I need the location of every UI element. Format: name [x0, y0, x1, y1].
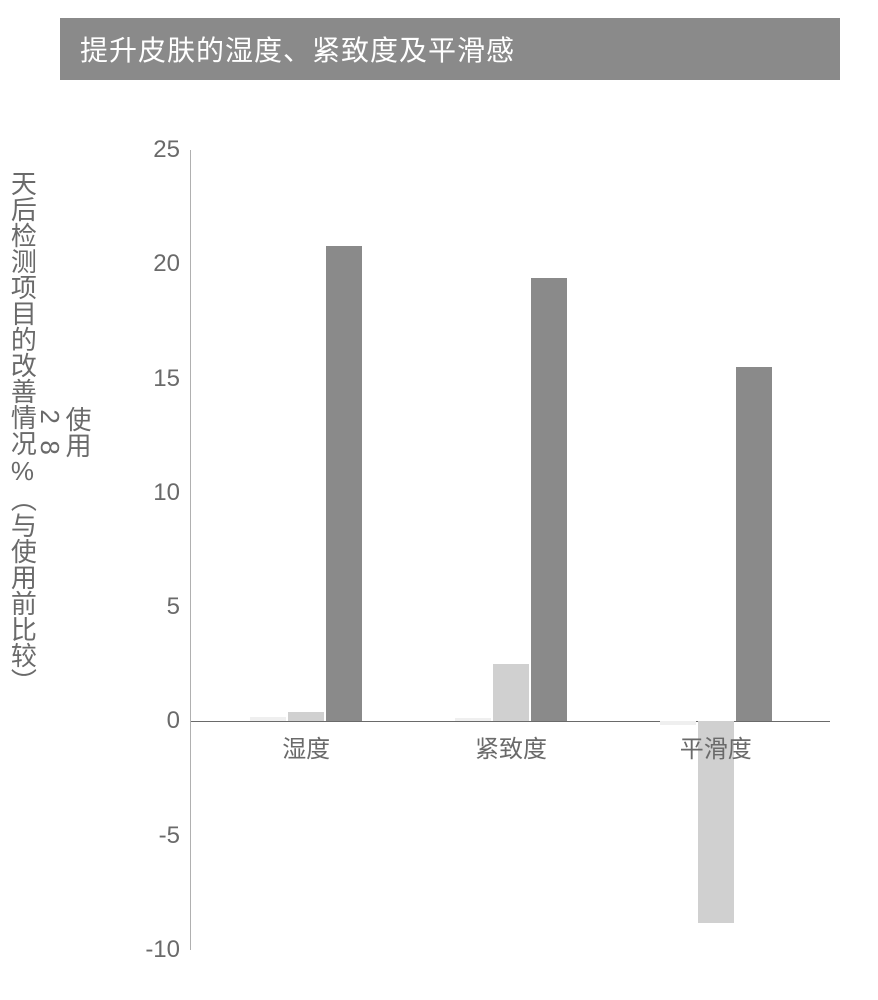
bar-series-a-0 — [250, 717, 286, 722]
bar-series-c-0 — [326, 246, 362, 721]
y-tick: 10 — [120, 479, 180, 507]
header-bar: 提升皮肤的湿度、紧致度及平滑感 — [60, 18, 840, 80]
y-tick: 20 — [120, 250, 180, 278]
y-tick: -5 — [120, 822, 180, 850]
bar-series-b-1 — [493, 664, 529, 721]
bar-series-a-2 — [660, 721, 696, 724]
y-axis-label: 使用28天后检测项目的改善情况%（与使用前比较） — [60, 170, 90, 694]
y-tick: 25 — [120, 136, 180, 164]
y-tick: 15 — [120, 365, 180, 393]
y-tick: 5 — [120, 593, 180, 621]
bar-series-c-2 — [736, 367, 772, 721]
bar-series-c-1 — [531, 278, 567, 721]
plot-area: 湿度 紧致度 平滑度 — [190, 150, 830, 950]
x-label-2: 平滑度 — [680, 729, 752, 764]
x-label-0: 湿度 — [282, 729, 330, 764]
header-title: 提升皮肤的湿度、紧致度及平滑感 — [80, 29, 515, 69]
y-tick: -10 — [120, 936, 180, 964]
bar-series-a-1 — [455, 718, 491, 721]
x-label-1: 紧致度 — [475, 729, 547, 764]
chart-container: 湿度紧致度平滑度 -10-50510152025 — [120, 150, 840, 980]
bar-series-b-0 — [288, 712, 324, 721]
y-tick: 0 — [120, 707, 180, 735]
zero-line — [191, 721, 830, 722]
